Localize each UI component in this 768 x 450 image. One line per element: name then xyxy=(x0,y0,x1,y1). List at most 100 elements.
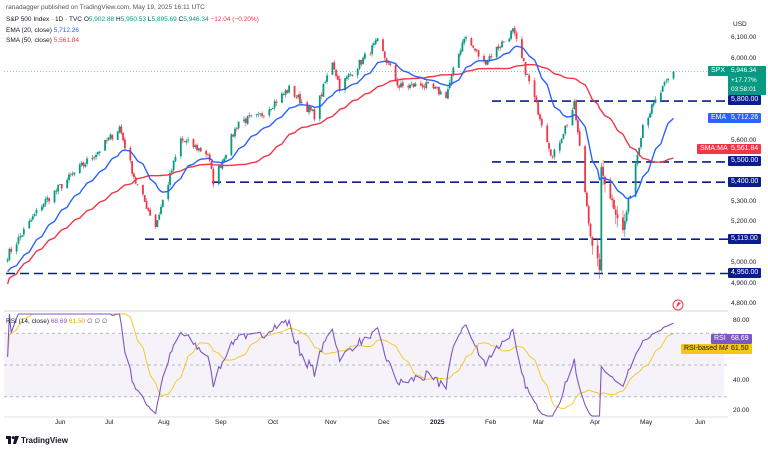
candle-body xyxy=(374,40,377,44)
candle-body xyxy=(495,46,498,58)
price-axis-label: 5,000.00 xyxy=(731,259,757,266)
candle-body xyxy=(6,259,9,262)
flag-icon[interactable] xyxy=(672,299,684,311)
candle-body xyxy=(421,84,424,88)
moving-averages xyxy=(6,45,674,285)
candle-body xyxy=(59,184,61,186)
candle-body xyxy=(187,139,189,141)
tradingview-logo-text: TradingView xyxy=(21,435,68,445)
candle-body xyxy=(196,144,198,151)
candle-body xyxy=(199,147,202,152)
candle-body xyxy=(486,60,489,65)
candle-body xyxy=(194,145,197,148)
candle-body xyxy=(250,115,253,117)
candle-body xyxy=(373,43,375,45)
candle-body xyxy=(142,185,144,195)
candle-body xyxy=(611,198,614,201)
ema-value-tag: 5,712.26 xyxy=(728,113,762,123)
candle-body xyxy=(109,134,112,139)
candle-body xyxy=(230,134,233,156)
candle-body xyxy=(174,156,177,162)
legend-sma[interactable]: SMA (50, close) 5,561.84 xyxy=(6,37,80,44)
candle-body xyxy=(306,102,309,112)
price-axis-label: 4,900.00 xyxy=(731,280,757,287)
candle-body xyxy=(589,223,592,237)
candle-body xyxy=(232,134,235,137)
currency-label: USD xyxy=(733,21,747,28)
candle-body xyxy=(524,61,527,75)
candle-body xyxy=(484,59,487,65)
candle-body xyxy=(634,163,637,197)
tradingview-logo[interactable]: TradingView xyxy=(6,434,68,446)
candle-body xyxy=(394,65,397,81)
candle-body xyxy=(268,109,271,116)
rsi-legend[interactable]: RSI (14, close) 68.69 61.50 ∅ ∅ ∅ xyxy=(6,318,108,325)
candle-body xyxy=(398,85,401,88)
symbol-title[interactable]: S&P 500 Index · 1D · TVC xyxy=(6,16,82,23)
candle-body xyxy=(322,83,325,97)
candle-body xyxy=(360,59,363,65)
candle-body xyxy=(436,87,439,89)
candle-body xyxy=(510,30,513,39)
candle-body xyxy=(331,62,334,75)
candle-body xyxy=(129,147,132,161)
candle-body xyxy=(205,151,208,155)
level-tag-5500: 5,500.00 xyxy=(728,156,762,166)
candle-body xyxy=(521,39,523,58)
candle-body xyxy=(111,135,114,140)
candle-body xyxy=(385,58,388,63)
candle-body xyxy=(389,63,392,66)
candle-body xyxy=(549,149,552,156)
sma-50-line xyxy=(6,63,674,285)
candle-body xyxy=(533,80,536,98)
candle-body xyxy=(512,28,514,32)
candle-body xyxy=(207,154,209,155)
sma-tag: SMA:MA xyxy=(697,144,731,154)
candle-body xyxy=(349,74,352,75)
candle-body xyxy=(57,185,60,192)
legend-ema[interactable]: EMA (20, close) 5,712.26 xyxy=(6,27,80,34)
candle-body xyxy=(472,45,475,48)
candle-body xyxy=(474,48,476,51)
candle-body xyxy=(535,96,538,102)
candle-body xyxy=(308,106,310,113)
time-axis-label: May xyxy=(640,419,653,426)
candle-body xyxy=(212,169,215,185)
price-axis-label: 4,800.00 xyxy=(731,300,757,307)
candle-body xyxy=(425,82,428,89)
candle-body xyxy=(300,102,303,103)
candle-body xyxy=(320,94,323,97)
rsi-axis-label: 20.00 xyxy=(733,407,750,414)
candle-body xyxy=(243,119,245,122)
candle-body xyxy=(69,174,72,176)
candle-body xyxy=(515,32,518,39)
candle-body xyxy=(225,154,227,159)
price-axis-label: 5,300.00 xyxy=(731,198,757,205)
flag-icon-glyph xyxy=(676,302,681,308)
candle-body xyxy=(609,183,612,199)
price-axis-label: 5,600.00 xyxy=(731,137,757,144)
rsi-ma-tag: RSI-based MA xyxy=(681,344,733,354)
candle-body xyxy=(107,137,110,141)
candle-body xyxy=(48,198,51,202)
candle-body xyxy=(477,50,480,57)
candle-body xyxy=(371,45,374,54)
candle-body xyxy=(95,154,97,158)
candlesticks xyxy=(6,25,675,279)
candle-body xyxy=(585,192,588,207)
candle-body xyxy=(553,149,556,157)
candle-body xyxy=(40,206,43,211)
candle-body xyxy=(457,53,460,68)
ohlc-low: L5,895.69 xyxy=(147,16,177,23)
candle-body xyxy=(275,101,278,103)
candle-body xyxy=(438,86,440,95)
candle-body xyxy=(540,118,543,126)
candle-body xyxy=(596,245,599,259)
candle-body xyxy=(192,139,195,148)
time-axis-label: Apr xyxy=(590,419,601,426)
candle-body xyxy=(623,221,626,230)
candle-body xyxy=(288,85,291,93)
candle-body xyxy=(546,125,549,143)
candle-body xyxy=(409,84,411,88)
